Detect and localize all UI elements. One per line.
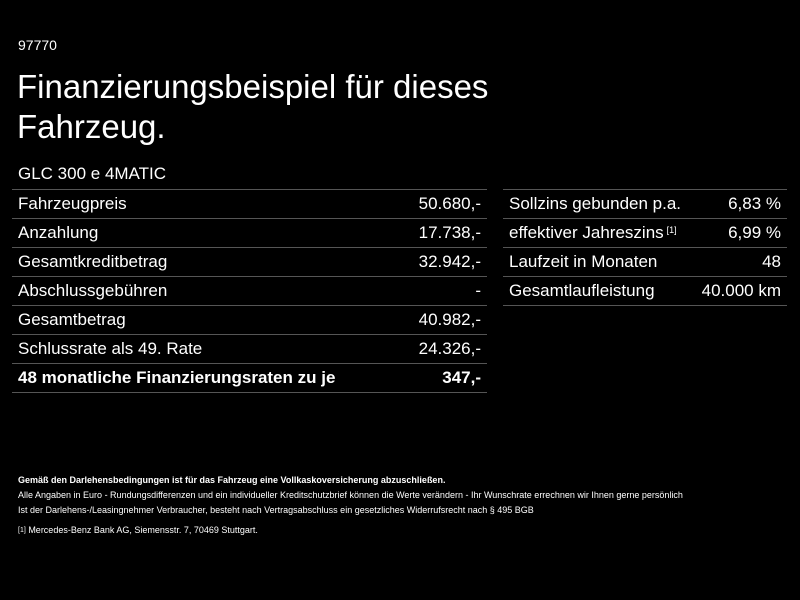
row-label: Sollzins gebunden p.a. (509, 194, 681, 214)
label-text: Abschlussgebühren (18, 281, 168, 300)
table-row: effektiver Jahreszins [1] 6,99 % (503, 219, 787, 248)
footnote-mark: [1] (18, 527, 26, 534)
label-text: Schlussrate als 49. Rate (18, 339, 203, 358)
row-label: Anzahlung (18, 223, 98, 243)
row-value: 6,83 % (728, 194, 781, 213)
row-label: Gesamtkreditbetrag (18, 252, 167, 272)
rate-table: Sollzins gebunden p.a. 6,83 % effektiver J… (503, 189, 787, 306)
disclaimer: Alle Angaben in Euro - Rundungsdifferenz… (18, 490, 683, 500)
row-value: 24.326,- (418, 339, 481, 358)
row-value: 32.942,- (418, 252, 481, 271)
table-row: Anzahlung 17.738,- (12, 219, 487, 248)
row-value: 40.982,- (418, 310, 481, 329)
row-label: Gesamtbetrag (18, 310, 126, 330)
label-text: Sollzins gebunden p.a. (509, 194, 682, 213)
table-row: Gesamtbetrag 40.982,- (12, 306, 487, 335)
model: GLC 300 e 4MATIC (18, 164, 167, 183)
label-text: effektiver Jahreszins (509, 223, 664, 242)
table-row: Gesamtlaufleistung 40.000 km (503, 277, 787, 306)
finance-table: Fahrzeugpreis 50.680,- Anzahlung 17.738,- Ge… (12, 189, 487, 393)
insurance-notice: Gemäß den Darlehensbedingungen ist für d… (18, 475, 446, 485)
row-label: 48 monatliche Finanzierungsraten zu je (18, 368, 335, 388)
label-text: Gesamtlaufleistung (509, 281, 655, 300)
row-value: 48 (762, 252, 781, 271)
table-row: Sollzins gebunden p.a. 6,83 % (503, 190, 787, 219)
title: Finanzierungsbeispiel für dieses (17, 68, 489, 105)
row-value: 6,99 % (728, 223, 781, 242)
vehicle-id: 97770 (18, 37, 57, 53)
row-value: 17.738,- (418, 223, 481, 242)
row-value: 40.000 km (701, 281, 781, 300)
row-label: Schlussrate als 49. Rate (18, 339, 202, 359)
disclaimer: Ist der Darlehens-/Leasingnehmer Verbrau… (18, 505, 534, 515)
row-value: 50.680,- (418, 194, 481, 213)
label-text: Laufzeit in Monaten (509, 252, 658, 271)
label-text: 48 monatliche Finanzierungsraten zu je (18, 368, 336, 387)
table-row: Schlussrate als 49. Rate 24.326,- (12, 335, 487, 364)
note-mark: [1] (666, 225, 677, 235)
table-row: Gesamtkreditbetrag 32.942,- (12, 248, 487, 277)
footnote: [1] Mercedes-Benz Bank AG, Siemensstr. 7… (18, 523, 258, 538)
title: Fahrzeug. (17, 108, 166, 145)
row-label: effektiver Jahreszins [1] (509, 223, 677, 243)
row-label: Laufzeit in Monaten (509, 252, 657, 272)
table-row: Fahrzeugpreis 50.680,- (12, 190, 487, 219)
row-label: Fahrzeugpreis (18, 194, 127, 214)
row-label: Abschlussgebühren (18, 281, 167, 301)
label-text: Anzahlung (18, 223, 99, 242)
row-value: 347,- (442, 368, 481, 387)
table-row: Laufzeit in Monaten 48 (503, 248, 787, 277)
row-value: - (475, 281, 481, 300)
table-row: 48 monatliche Finanzierungsraten zu je 34… (12, 364, 487, 393)
label-text: Gesamtbetrag (18, 310, 126, 329)
label-text: Gesamtkreditbetrag (18, 252, 168, 271)
table-row: Abschlussgebühren - (12, 277, 487, 306)
row-label: Gesamtlaufleistung (509, 281, 655, 301)
label-text: Fahrzeugpreis (18, 194, 127, 213)
footnote-text: Mercedes-Benz Bank AG, Siemensstr. 7, 70… (28, 525, 258, 535)
